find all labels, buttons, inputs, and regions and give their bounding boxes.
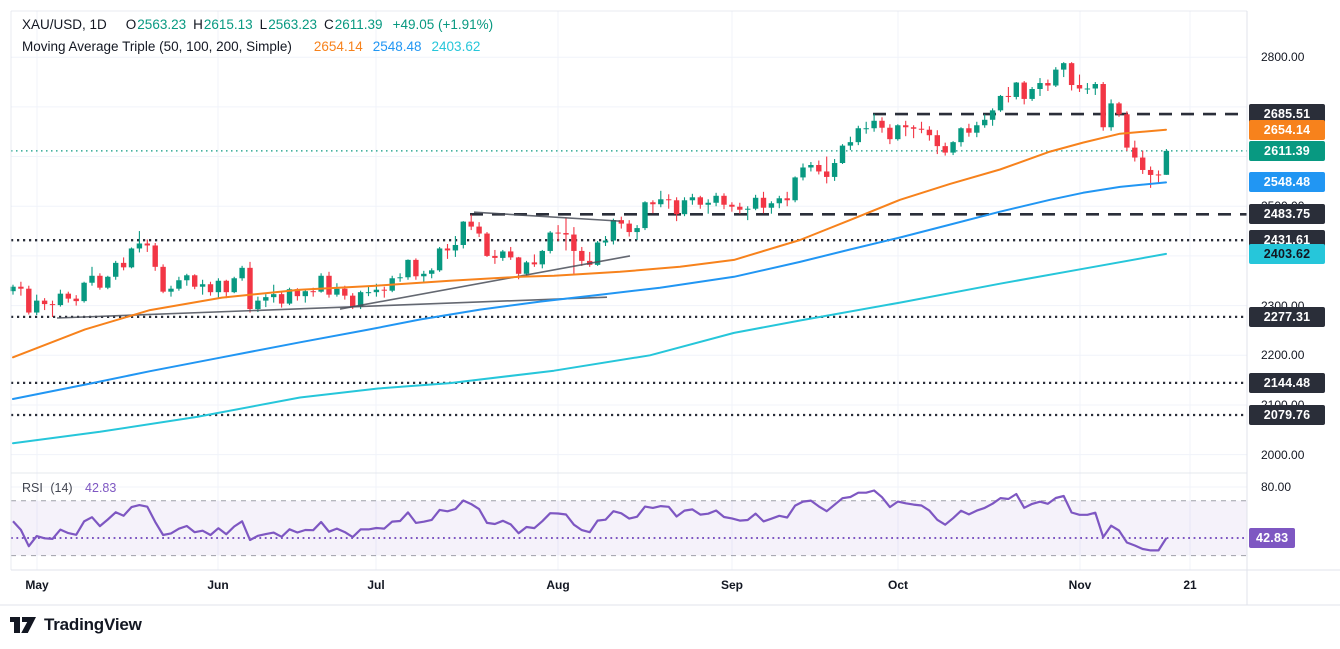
time-scale-label: Jul	[367, 578, 385, 592]
time-scale-label: Aug	[546, 578, 570, 592]
price-label-badge: 2685.51	[1249, 104, 1325, 125]
rsi-params: (14)	[50, 481, 73, 495]
high-value: 2615.13	[203, 17, 253, 32]
ma-indicator-title: Moving Average Triple (50, 100, 200, Sim…	[22, 39, 292, 54]
open-label: O	[125, 17, 137, 32]
price-label-badge: 2144.48	[1249, 372, 1325, 393]
time-scale-label: Sep	[720, 578, 744, 592]
symbol-title: XAU/USD, 1D	[22, 17, 107, 32]
symbol-legend[interactable]: XAU/USD, 1D O2563.23 H2615.13 L2563.23 C2611…	[22, 17, 493, 32]
ma50-value: 2654.14	[313, 39, 363, 54]
price-label-badge: 2654.14	[1249, 119, 1325, 140]
high-label: H	[193, 17, 203, 32]
time-scale-label: 21	[1183, 578, 1197, 592]
price-label-badge: 2403.62	[1249, 244, 1325, 265]
time-scale-label: Oct	[887, 578, 909, 592]
open-value: 2563.23	[137, 17, 187, 32]
price-scale-label: 2000.00	[1258, 446, 1308, 463]
time-scale-label: Nov	[1068, 578, 1092, 592]
rsi-scale-label: 80.00	[1258, 479, 1295, 495]
price-label-badge: 2079.76	[1249, 405, 1325, 425]
price-label-badge: 42.83	[1249, 528, 1296, 548]
price-scale-label: 2200.00	[1258, 347, 1308, 364]
close-value: 2611.39	[334, 17, 383, 32]
price-label-badge: 2483.75	[1249, 204, 1325, 225]
change-value: +49.05 (+1.91%)	[392, 17, 494, 32]
price-scale-label: 2800.00	[1258, 49, 1308, 66]
ma200-value: 2403.62	[431, 39, 481, 54]
rsi-indicator-legend[interactable]: RSI (14) 42.83	[22, 481, 116, 495]
time-scale-label: May	[25, 578, 49, 592]
rsi-title: RSI	[22, 481, 43, 495]
ma100-value: 2548.48	[372, 39, 422, 54]
price-label-badge: 2548.48	[1249, 172, 1325, 193]
tradingview-logo-icon	[10, 616, 36, 633]
low-label: L	[259, 17, 268, 32]
rsi-value: 42.83	[85, 481, 117, 495]
price-label-badge: 2611.39	[1249, 140, 1325, 161]
low-value: 2563.23	[268, 17, 317, 32]
tradingview-brand-text: TradingView	[44, 615, 142, 634]
tradingview-watermark[interactable]: TradingView	[10, 615, 142, 635]
ma-indicator-legend[interactable]: Moving Average Triple (50, 100, 200, Sim…	[22, 39, 480, 54]
close-label: C	[324, 17, 334, 32]
price-label-badge: 2277.31	[1249, 306, 1325, 327]
time-scale-label: Jun	[207, 578, 229, 592]
